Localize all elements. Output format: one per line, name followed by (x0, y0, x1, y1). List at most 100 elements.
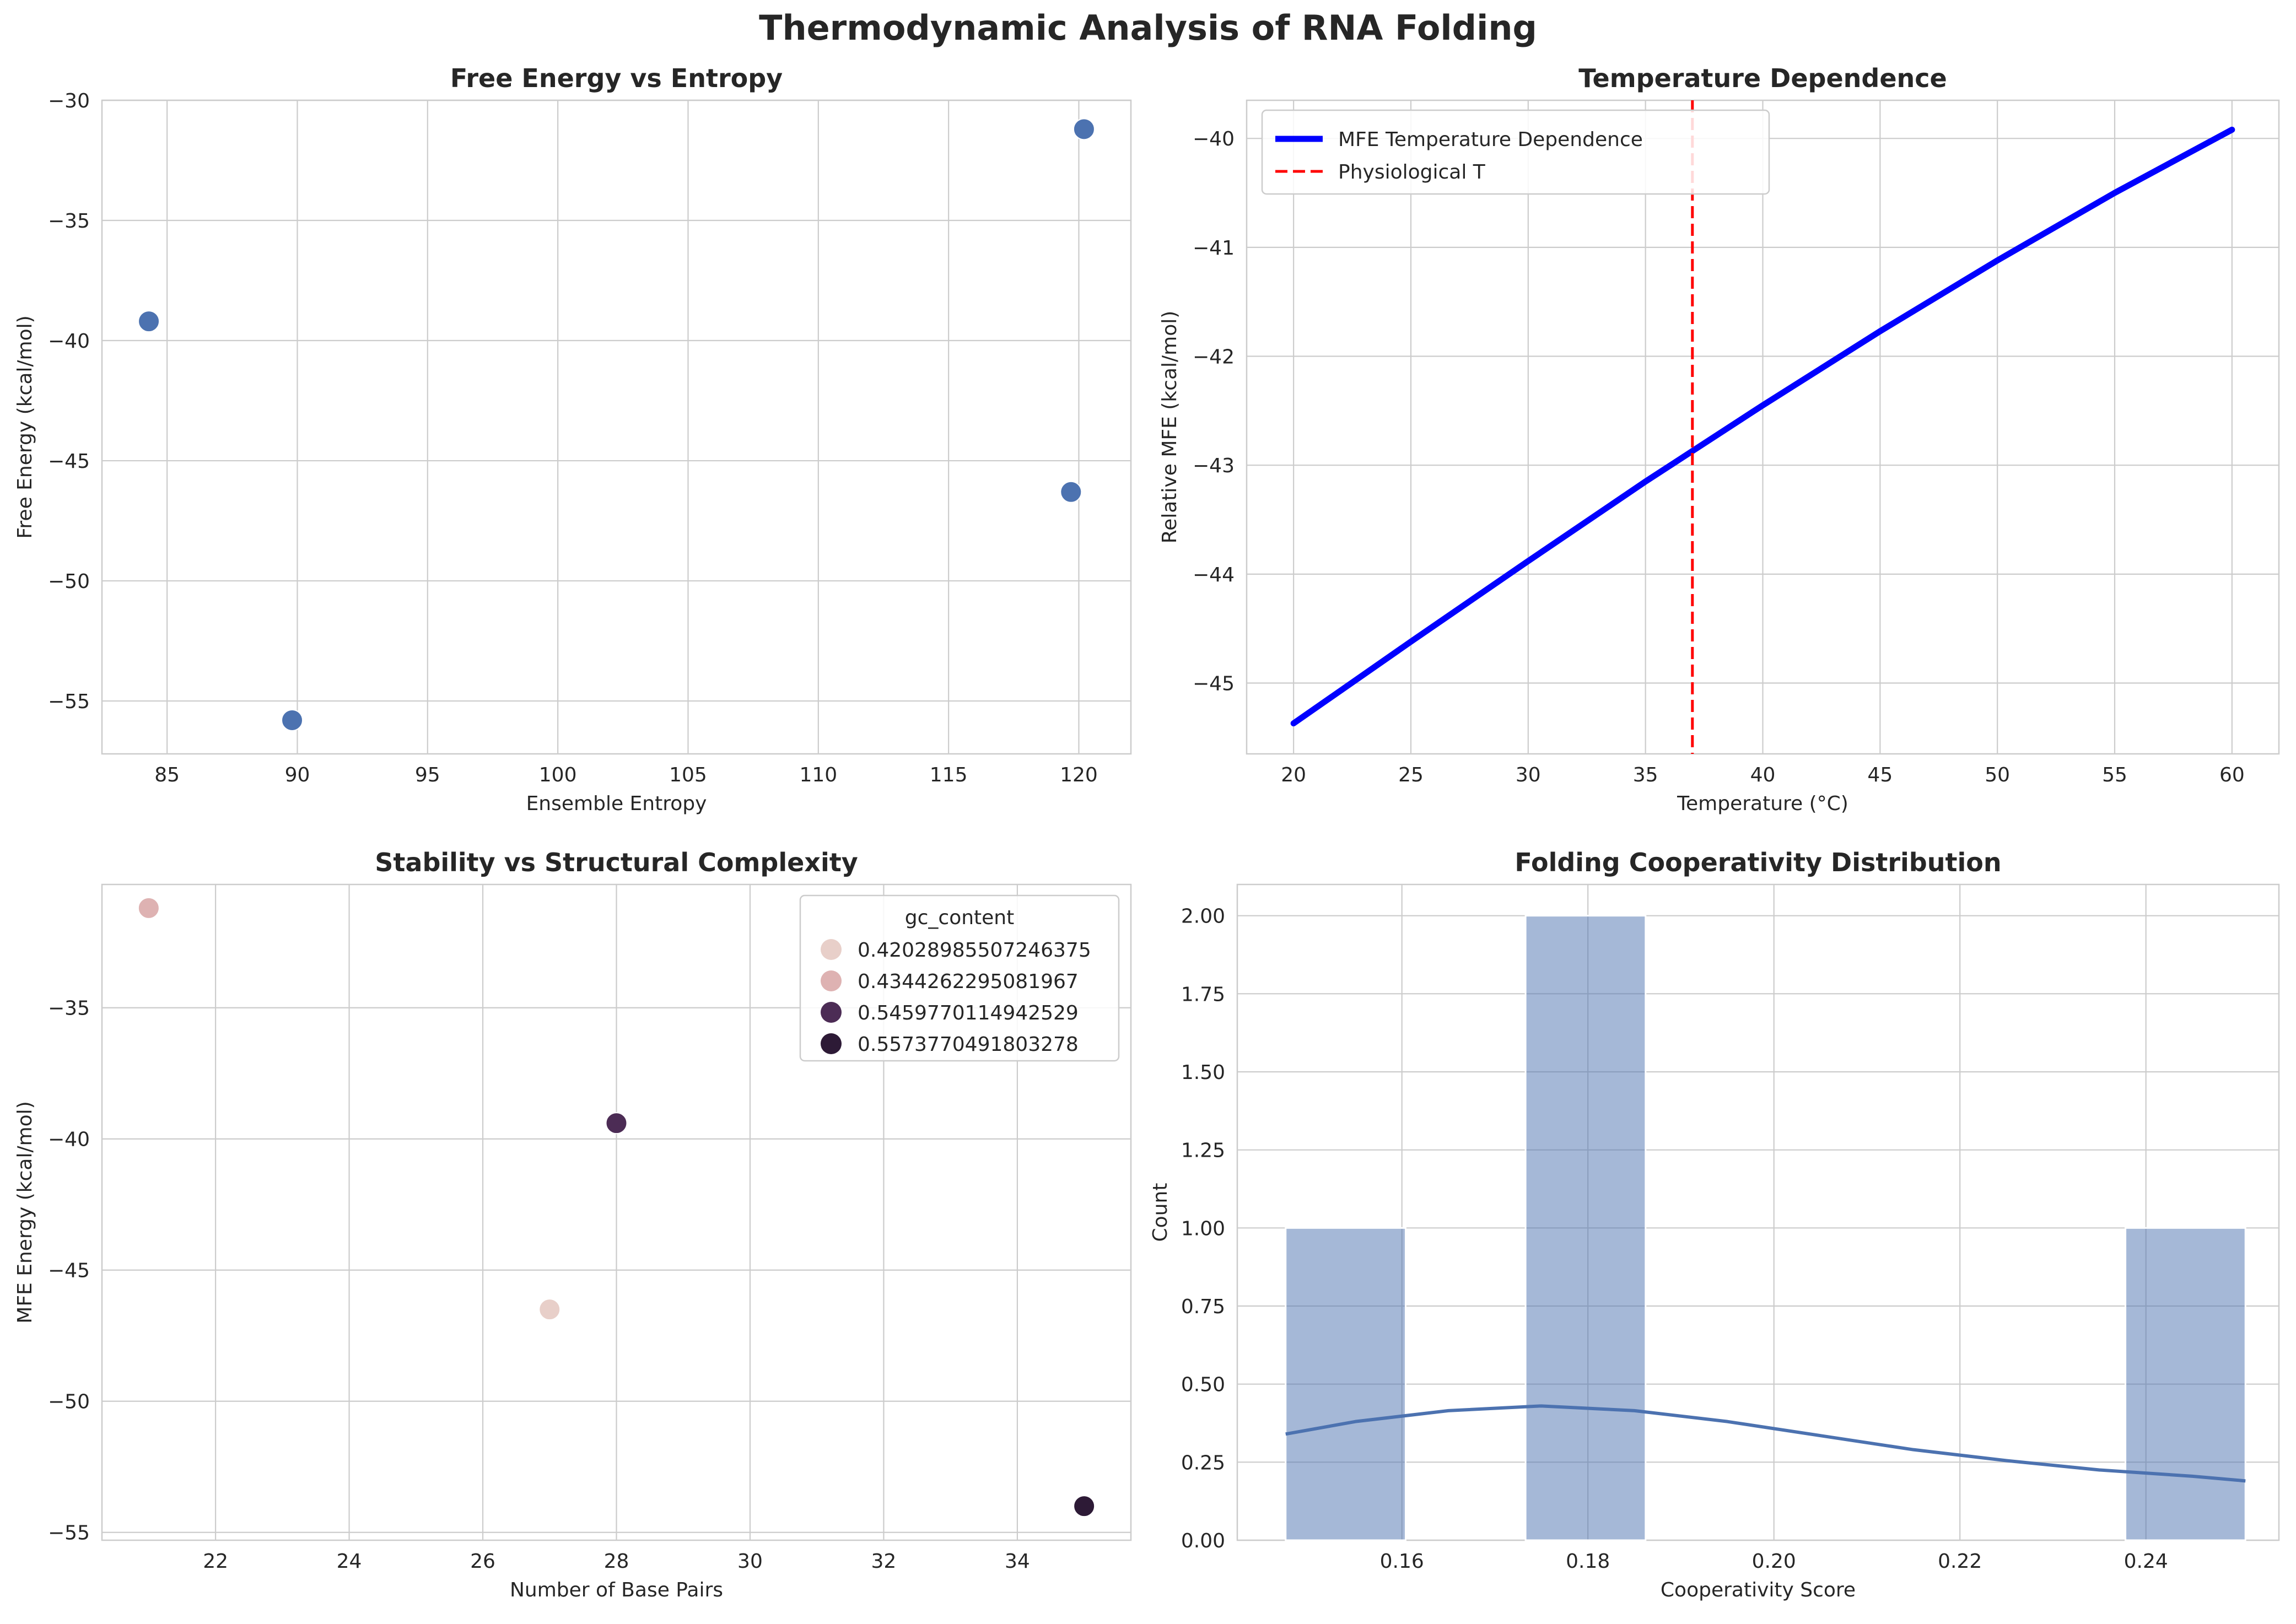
x-tick-label: 0.20 (1752, 1550, 1796, 1573)
legend-label: 0.5573770491803278 (858, 1033, 1079, 1056)
subplot-title: Folding Cooperativity Distribution (1515, 848, 2001, 877)
scatter-point (538, 1298, 561, 1321)
subplot-3: 22 24 26 28 30 32 34 −55 −50 −45 −40 −35 Stability v… (14, 848, 1132, 1601)
x-tick-label: 0.16 (1380, 1550, 1424, 1573)
kde-curve (1285, 1404, 2246, 1483)
y-tick-label: −50 (48, 570, 90, 593)
x-tick-label: 85 (154, 764, 180, 786)
y-tick-label: −55 (48, 1522, 90, 1545)
scatter-point (1060, 481, 1082, 503)
y-tick-label: −35 (48, 997, 90, 1020)
legend-box (799, 894, 1120, 1062)
y-tick-label: 0.75 (1181, 1296, 1225, 1318)
x-axis-label: Number of Base Pairs (510, 1579, 723, 1601)
series-line-mfe (1290, 126, 2235, 727)
y-tick-label: 0.00 (1181, 1530, 1225, 1552)
subplot-1: 85 90 95 100 105 110 115 120 −55 −50 −45 −40 −35 −30 F… (14, 63, 1132, 815)
legend-label-mfe: MFE Temperature Dependence (1338, 128, 1643, 151)
histogram-bar (1285, 1227, 1406, 1541)
subplot-title: Stability vs Structural Complexity (375, 848, 858, 877)
x-tick-label: 22 (203, 1550, 228, 1573)
legend-marker (821, 1033, 842, 1054)
y-tick-label: 0.50 (1181, 1374, 1225, 1396)
y-tick-label: 1.75 (1181, 983, 1225, 1006)
y-tick-label: −44 (1193, 564, 1235, 586)
subplot-4: 0.16 0.18 0.20 0.22 0.24 0.00 0.25 0.50 0.75 1.00… (1149, 848, 2280, 1601)
x-tick-label: 0.24 (2124, 1550, 2168, 1573)
y-axis-label: Count (1149, 1183, 1172, 1242)
x-tick-label: 35 (1633, 764, 1658, 786)
subplot-title: Temperature Dependence (1578, 63, 1947, 93)
y-tick-label: 0.25 (1181, 1452, 1225, 1474)
y-tick-label: 1.25 (1181, 1140, 1225, 1162)
x-tick-label: 32 (871, 1550, 897, 1573)
x-tick-label: 95 (415, 764, 440, 786)
y-tick-label: −35 (48, 210, 90, 233)
x-tick-label: 25 (1398, 764, 1424, 786)
x-tick-label: 40 (1750, 764, 1776, 786)
legend-marker (821, 939, 842, 960)
legend-marker (821, 970, 842, 991)
legend-marker (821, 1002, 842, 1023)
y-tick-label: −42 (1193, 346, 1235, 369)
x-tick-label: 0.22 (1938, 1550, 1982, 1573)
y-tick-label: −40 (48, 330, 90, 353)
x-tick-label: 90 (285, 764, 310, 786)
x-tick-label: 24 (337, 1550, 362, 1573)
y-tick-label: −45 (48, 450, 90, 473)
y-tick-label: −30 (48, 90, 90, 112)
y-tick-label: 1.50 (1181, 1061, 1225, 1084)
x-axis-label: Ensemble Entropy (526, 792, 707, 815)
x-tick-label: 30 (1516, 764, 1541, 786)
scatter-point (138, 310, 160, 333)
x-tick-label: 120 (1060, 764, 1098, 786)
y-tick-label: −45 (48, 1260, 90, 1282)
x-tick-label: 50 (1985, 764, 2010, 786)
y-tick-label: 2.00 (1181, 905, 1225, 928)
x-tick-label: 28 (604, 1550, 629, 1573)
x-tick-label: 0.18 (1566, 1550, 1610, 1573)
y-tick-label: −50 (48, 1391, 90, 1413)
histogram-bar (1524, 915, 1647, 1541)
x-tick-label: 20 (1281, 764, 1306, 786)
x-tick-label: 60 (2219, 764, 2245, 786)
x-tick-label: 100 (539, 764, 577, 786)
scatter-point (281, 709, 304, 731)
x-tick-label: 105 (669, 764, 707, 786)
y-axis-label: Free Energy (kcal/mol) (14, 315, 36, 538)
y-tick-label: −45 (1193, 673, 1235, 695)
x-tick-label: 30 (737, 1550, 763, 1573)
y-tick-label: −55 (48, 690, 90, 713)
x-tick-label: 55 (2102, 764, 2127, 786)
y-tick-label: 1.00 (1181, 1217, 1225, 1240)
legend-label: 0.5459770114942529 (858, 1002, 1079, 1024)
scatter-point (137, 897, 160, 919)
histogram-bar (2125, 1227, 2246, 1541)
x-tick-label: 115 (930, 764, 968, 786)
legend-box (1261, 109, 1770, 195)
x-tick-label: 34 (1005, 1550, 1030, 1573)
y-tick-label: −40 (1193, 128, 1235, 150)
legend-label: 0.42028985507246375 (858, 939, 1091, 962)
x-axis-label: Temperature (°C) (1677, 792, 1848, 815)
scatter-point (605, 1112, 628, 1135)
plot-frame (101, 99, 1132, 755)
y-tick-label: −41 (1193, 237, 1235, 260)
plot-frame (1246, 99, 2280, 755)
legend-label: 0.4344262295081967 (858, 970, 1079, 993)
legend-title: gc_content (905, 907, 1014, 929)
plot-frame (1236, 883, 2280, 1541)
scatter-point (1073, 1495, 1096, 1518)
x-tick-label: 110 (799, 764, 837, 786)
subplot-2: 20 25 30 35 40 45 50 55 60 −45 −44 −43 −42 −41 −40 Temp… (1158, 63, 2280, 815)
y-tick-label: −40 (48, 1129, 90, 1151)
x-axis-label: Cooperativity Score (1661, 1579, 1856, 1601)
x-tick-label: 45 (1867, 764, 1893, 786)
plot-frame (101, 883, 1132, 1541)
legend-label-physiological: Physiological T (1338, 161, 1486, 184)
x-tick-label: 26 (470, 1550, 495, 1573)
y-tick-label: −43 (1193, 455, 1235, 477)
y-axis-label: MFE Energy (kcal/mol) (14, 1101, 36, 1323)
